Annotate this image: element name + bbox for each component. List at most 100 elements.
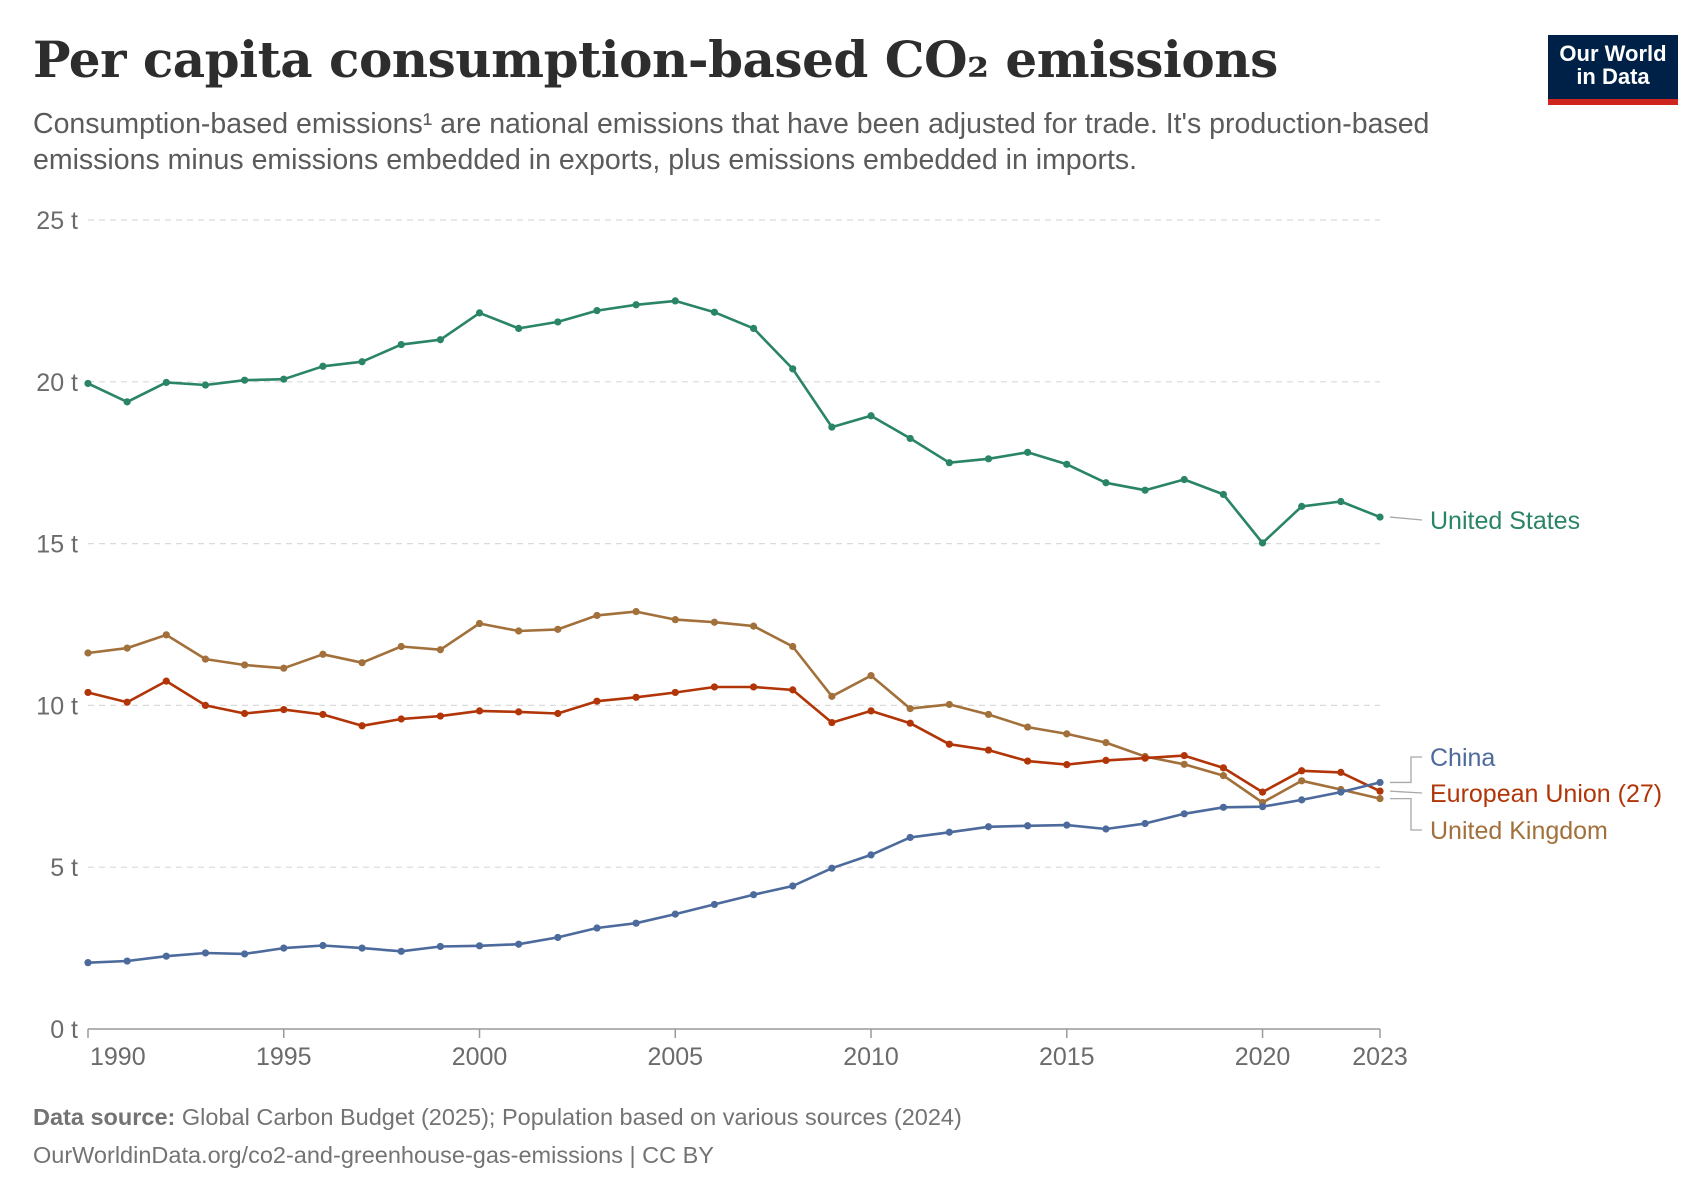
series-lines <box>84 297 1384 967</box>
data-point <box>1298 777 1306 785</box>
source-text: Global Carbon Budget (2025); Population … <box>181 1104 962 1130</box>
data-point <box>1258 539 1267 547</box>
data-point <box>789 365 797 373</box>
data-point <box>1180 760 1188 768</box>
owid-logo[interactable]: Our World in Data <box>1548 35 1678 105</box>
data-point <box>710 308 719 316</box>
url-line[interactable]: OurWorldinData.org/co2-and-greenhouse-ga… <box>33 1142 714 1169</box>
y-tick-label: 10 t <box>36 692 78 720</box>
axes: 0 t 5 t 10 t 15 t 20 t 25 t 1990 1995 2000 2005 20… <box>36 207 1408 1071</box>
series-label: United Kingdom <box>1430 817 1608 845</box>
data-point <box>906 434 914 443</box>
data-point <box>515 708 523 716</box>
data-point <box>397 947 405 955</box>
data-point <box>1180 751 1188 760</box>
label-connector <box>1389 790 1423 794</box>
data-point <box>906 719 914 727</box>
data-point <box>789 882 797 890</box>
data-point <box>84 379 92 388</box>
data-point <box>1024 448 1032 456</box>
x-tick-label: 1990 <box>90 1043 146 1071</box>
source-url[interactable]: OurWorldinData.org/co2-and-greenhouse-ga… <box>33 1142 714 1168</box>
data-point <box>397 642 405 651</box>
source-label: Data source: <box>33 1104 176 1130</box>
data-point <box>1102 756 1110 765</box>
data-point <box>123 698 131 706</box>
data-point <box>358 659 366 667</box>
series-label: European Union (27) <box>1430 780 1662 808</box>
data-point <box>84 649 92 657</box>
data-point <box>436 336 444 344</box>
data-point <box>1102 479 1110 487</box>
data-point <box>749 324 758 333</box>
data-point <box>201 655 210 663</box>
data-point <box>1141 754 1149 762</box>
data-point <box>867 412 875 420</box>
data-point <box>436 646 444 654</box>
data-point <box>1219 490 1227 499</box>
x-tick-label: 1995 <box>256 1043 312 1071</box>
data-point <box>241 376 249 384</box>
y-tick-label: 20 t <box>36 369 78 397</box>
data-point <box>1102 739 1110 747</box>
data-point <box>1141 819 1149 828</box>
source-line: Data source: Global Carbon Budget (2025)… <box>33 1104 962 1131</box>
data-point <box>280 944 288 952</box>
data-point <box>593 307 601 315</box>
data-point <box>319 362 327 370</box>
data-point <box>515 940 523 948</box>
series-line <box>86 781 1382 964</box>
label-connector <box>1390 756 1422 784</box>
data-point <box>710 618 719 626</box>
data-point <box>593 924 601 932</box>
data-point <box>671 688 679 697</box>
data-point <box>1258 803 1267 811</box>
data-point <box>515 627 523 635</box>
data-point <box>632 607 640 616</box>
data-point <box>1376 787 1384 795</box>
data-point <box>319 650 327 658</box>
data-point <box>867 672 875 680</box>
data-point <box>554 318 562 326</box>
grid-lines <box>88 219 1380 868</box>
data-point <box>710 683 719 691</box>
data-point <box>984 746 993 754</box>
data-point <box>1337 768 1345 776</box>
data-point <box>397 340 405 349</box>
series-line <box>86 610 1382 804</box>
data-point <box>1298 796 1306 804</box>
data-point <box>1063 761 1071 769</box>
data-point <box>475 619 484 628</box>
data-point <box>397 715 405 723</box>
x-tick-label: 2005 <box>647 1043 703 1071</box>
line-chart: 0 t 5 t 10 t 15 t 20 t 25 t 1990 1995 2000 2005 20… <box>36 207 1662 1071</box>
data-point <box>1219 764 1227 772</box>
data-point <box>945 700 953 709</box>
data-point <box>828 692 836 700</box>
series-line <box>86 679 1382 794</box>
data-point <box>84 688 92 697</box>
data-point <box>632 301 640 309</box>
data-point <box>984 823 993 831</box>
y-tick-label: 5 t <box>50 854 78 882</box>
data-point <box>1337 788 1345 796</box>
data-point <box>945 828 953 836</box>
data-point <box>475 942 484 950</box>
data-point <box>84 959 92 967</box>
data-point <box>945 459 953 467</box>
data-point <box>162 952 170 960</box>
data-point <box>1219 803 1227 811</box>
data-point <box>593 611 601 620</box>
x-tick-label: 2010 <box>843 1043 899 1071</box>
data-point <box>906 705 914 713</box>
data-point <box>123 398 131 406</box>
data-point <box>671 297 679 305</box>
data-point <box>789 642 797 651</box>
data-point <box>1376 794 1384 803</box>
data-point <box>436 712 444 720</box>
data-point <box>1376 778 1384 787</box>
data-point <box>554 933 562 942</box>
chart-title: Per capita consumption-based CO₂ emissio… <box>33 30 1278 89</box>
data-point <box>632 693 640 701</box>
data-point <box>710 900 719 909</box>
